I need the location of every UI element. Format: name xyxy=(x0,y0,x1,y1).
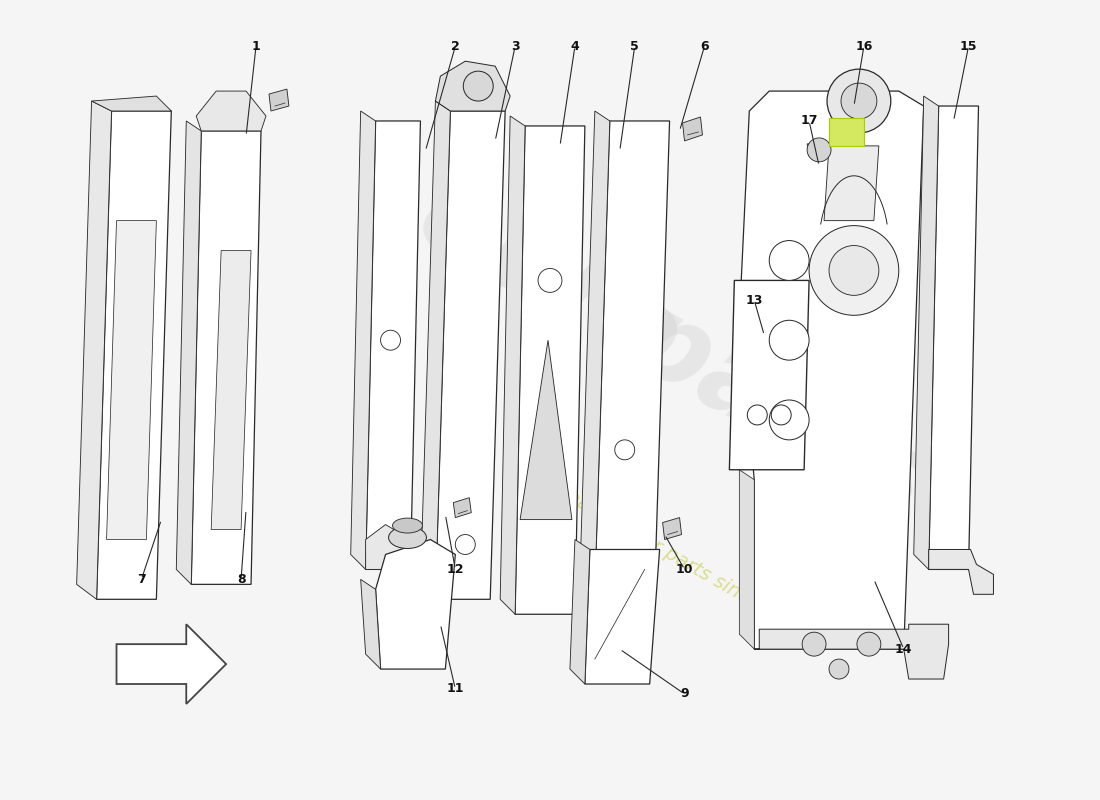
Circle shape xyxy=(807,138,830,162)
Circle shape xyxy=(747,405,767,425)
Text: 8: 8 xyxy=(236,573,245,586)
Polygon shape xyxy=(585,550,660,684)
Ellipse shape xyxy=(388,526,427,549)
Polygon shape xyxy=(515,126,585,614)
Ellipse shape xyxy=(393,518,422,533)
Polygon shape xyxy=(436,111,505,599)
Circle shape xyxy=(538,269,562,292)
Circle shape xyxy=(769,241,810,281)
Polygon shape xyxy=(375,539,455,669)
Polygon shape xyxy=(91,96,172,111)
Circle shape xyxy=(769,320,810,360)
Text: a passion for parts since 2005: a passion for parts since 2005 xyxy=(548,478,812,642)
Polygon shape xyxy=(351,111,375,570)
Polygon shape xyxy=(176,121,201,584)
Text: parts: parts xyxy=(610,282,948,538)
Polygon shape xyxy=(270,89,289,111)
Polygon shape xyxy=(928,106,979,570)
Text: 4: 4 xyxy=(571,40,580,53)
Circle shape xyxy=(615,440,635,460)
Text: 9: 9 xyxy=(680,687,689,701)
Circle shape xyxy=(829,659,849,679)
Circle shape xyxy=(857,632,881,656)
Circle shape xyxy=(827,69,891,133)
Polygon shape xyxy=(500,116,525,614)
Polygon shape xyxy=(520,340,572,519)
Circle shape xyxy=(455,534,475,554)
Circle shape xyxy=(829,246,879,295)
Circle shape xyxy=(381,330,400,350)
Polygon shape xyxy=(361,579,381,669)
Text: 7: 7 xyxy=(138,573,146,586)
Circle shape xyxy=(771,405,791,425)
Circle shape xyxy=(810,226,899,315)
Text: euro: euro xyxy=(399,162,701,398)
Polygon shape xyxy=(570,539,590,684)
Text: 3: 3 xyxy=(510,40,519,53)
Polygon shape xyxy=(211,250,251,530)
Polygon shape xyxy=(365,525,410,570)
Text: 2: 2 xyxy=(451,40,460,53)
Polygon shape xyxy=(807,144,830,156)
Polygon shape xyxy=(420,101,450,599)
Polygon shape xyxy=(824,146,879,221)
Circle shape xyxy=(842,83,877,119)
Text: 17: 17 xyxy=(801,114,817,127)
Text: 15: 15 xyxy=(960,40,977,53)
Polygon shape xyxy=(97,111,172,599)
Polygon shape xyxy=(77,101,111,599)
Polygon shape xyxy=(191,131,261,584)
Polygon shape xyxy=(755,624,948,679)
Text: 13: 13 xyxy=(746,294,763,307)
Text: 12: 12 xyxy=(447,563,464,576)
Circle shape xyxy=(802,632,826,656)
Text: 10: 10 xyxy=(675,563,693,576)
Polygon shape xyxy=(196,91,266,131)
Polygon shape xyxy=(595,121,670,590)
Polygon shape xyxy=(580,111,609,590)
Polygon shape xyxy=(739,470,755,649)
Polygon shape xyxy=(107,221,156,539)
Bar xyxy=(829,118,864,146)
Text: 11: 11 xyxy=(447,682,464,695)
Circle shape xyxy=(463,71,493,101)
Text: 14: 14 xyxy=(895,642,913,656)
Polygon shape xyxy=(928,550,993,594)
Text: 6: 6 xyxy=(700,40,708,53)
Text: 5: 5 xyxy=(630,40,639,53)
Polygon shape xyxy=(365,121,420,570)
Text: 1: 1 xyxy=(252,40,261,53)
Polygon shape xyxy=(436,61,510,111)
Circle shape xyxy=(769,400,810,440)
Polygon shape xyxy=(117,624,227,704)
Polygon shape xyxy=(914,96,938,570)
Polygon shape xyxy=(682,117,703,141)
Polygon shape xyxy=(453,498,471,518)
Polygon shape xyxy=(662,518,682,539)
Polygon shape xyxy=(739,91,924,649)
Text: 16: 16 xyxy=(855,40,872,53)
Polygon shape xyxy=(729,281,810,470)
